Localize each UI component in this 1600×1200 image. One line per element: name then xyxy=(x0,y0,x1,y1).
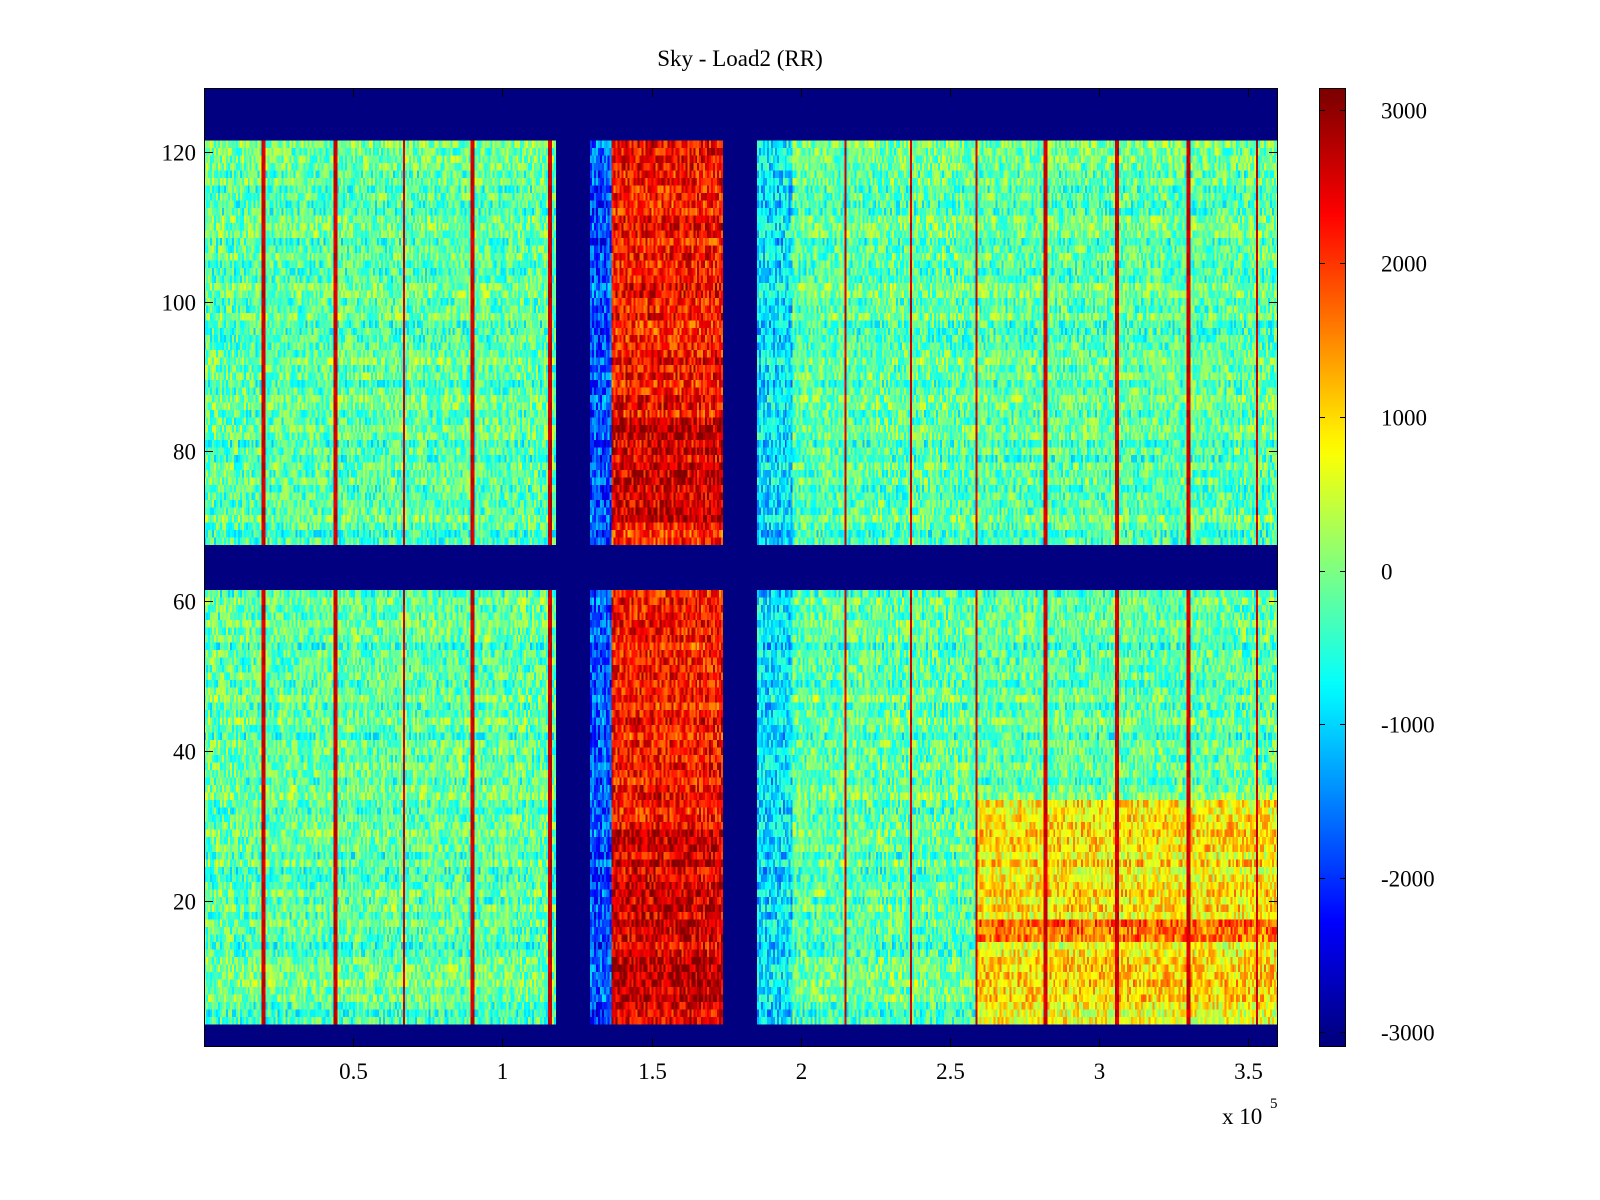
y-axis: 20 40 60 80 100 120 xyxy=(162,141,1278,915)
colorbar-frame xyxy=(1319,88,1346,1047)
colorbar-tick-label: -2000 xyxy=(1381,867,1435,892)
x-tick-label: 1 xyxy=(497,1059,509,1084)
y-tick-label: 60 xyxy=(173,590,196,615)
x-tick-label: 3.5 xyxy=(1234,1059,1263,1084)
x-multiplier-exponent: 5 xyxy=(1270,1096,1278,1112)
y-tick-label: 40 xyxy=(173,740,196,765)
colorbar-gradient xyxy=(1319,88,1346,1047)
x-tick-label: 3 xyxy=(1094,1059,1106,1084)
colorbar-tick-label: -1000 xyxy=(1381,713,1435,738)
heatmap-image xyxy=(204,88,1278,1047)
chart-title: Sky - Load2 (RR) xyxy=(657,46,822,71)
x-axis: 0.5 1 1.5 2 2.5 3 3.5 xyxy=(339,88,1263,1084)
colorbar-tick-label: 1000 xyxy=(1381,406,1427,431)
plot-frame xyxy=(204,88,1278,1047)
y-tick-label: 80 xyxy=(173,440,196,465)
y-tick-label: 100 xyxy=(162,291,197,316)
x-multiplier-label: x 10 xyxy=(1222,1104,1262,1129)
x-tick-label: 0.5 xyxy=(339,1059,368,1084)
y-tick-label: 120 xyxy=(162,141,197,166)
colorbar-tick-label: 3000 xyxy=(1381,99,1427,124)
colorbar-tick-label: 2000 xyxy=(1381,252,1427,277)
x-tick-label: 2 xyxy=(796,1059,808,1084)
colorbar-tick-label: -3000 xyxy=(1381,1021,1435,1046)
x-tick-label: 1.5 xyxy=(638,1059,667,1084)
colorbar-axis: 3000 2000 1000 0 -1000 -2000 -3000 xyxy=(1319,99,1435,1046)
colorbar-tick-label: 0 xyxy=(1381,560,1393,585)
y-tick-label: 20 xyxy=(173,890,196,915)
x-multiplier: x 10 5 xyxy=(1222,1096,1278,1129)
x-tick-label: 2.5 xyxy=(936,1059,965,1084)
